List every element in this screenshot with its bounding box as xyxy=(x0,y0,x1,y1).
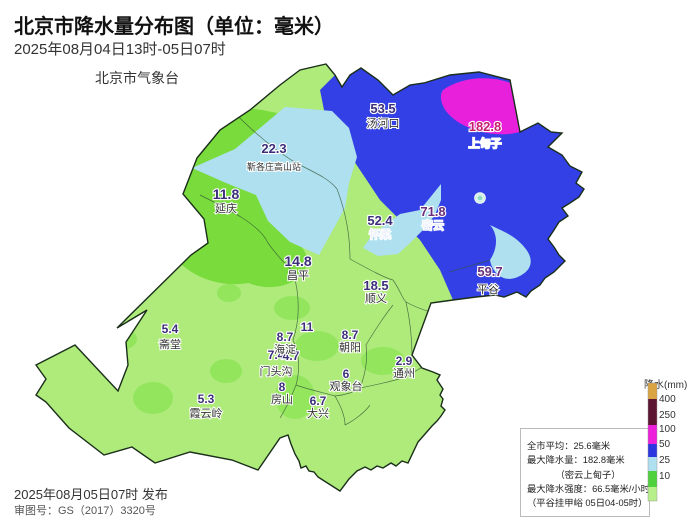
svg-text:25: 25 xyxy=(659,455,671,466)
svg-text:100: 100 xyxy=(659,424,676,435)
svg-text:8.7: 8.7 xyxy=(342,328,359,342)
svg-text:5.4: 5.4 xyxy=(162,322,179,336)
svg-text:顺义: 顺义 xyxy=(365,292,387,305)
svg-text:上甸子: 上甸子 xyxy=(469,137,502,150)
svg-text:14.8: 14.8 xyxy=(284,253,311,269)
svg-text:18.5: 18.5 xyxy=(363,278,388,293)
svg-text:海淀: 海淀 xyxy=(274,342,296,356)
svg-text:观象台: 观象台 xyxy=(330,379,363,393)
svg-text:密云: 密云 xyxy=(422,218,444,232)
svg-text:霞云岭: 霞云岭 xyxy=(190,406,223,420)
svg-text:延庆: 延庆 xyxy=(215,201,237,215)
svg-text:11.8: 11.8 xyxy=(213,186,240,202)
svg-text:400: 400 xyxy=(659,394,676,405)
svg-text:182.8: 182.8 xyxy=(469,119,502,134)
svg-text:52.4: 52.4 xyxy=(367,213,393,228)
svg-text:5.3: 5.3 xyxy=(198,392,215,406)
svg-text:平谷: 平谷 xyxy=(477,283,499,296)
svg-text:59.7: 59.7 xyxy=(477,264,502,279)
svg-text:大兴: 大兴 xyxy=(307,406,329,420)
svg-text:6: 6 xyxy=(343,367,350,381)
svg-text:71.8: 71.8 xyxy=(420,204,445,219)
svg-text:汤河口: 汤河口 xyxy=(367,116,400,130)
svg-text:10: 10 xyxy=(659,471,671,482)
svg-text:250: 250 xyxy=(659,410,676,421)
svg-text:50: 50 xyxy=(659,439,671,450)
svg-text:53.5: 53.5 xyxy=(370,101,395,116)
svg-text:8: 8 xyxy=(279,380,286,394)
svg-text:11: 11 xyxy=(301,320,314,334)
svg-text:通州: 通州 xyxy=(393,367,415,380)
svg-text:6.7: 6.7 xyxy=(310,394,327,408)
svg-text:昌平: 昌平 xyxy=(287,269,309,282)
svg-text:斋堂: 斋堂 xyxy=(159,337,181,351)
svg-text:门头沟: 门头沟 xyxy=(260,364,293,378)
svg-text:8.7: 8.7 xyxy=(277,330,294,344)
svg-text:怀柔: 怀柔 xyxy=(369,228,391,241)
svg-text:靳各庄高山站: 靳各庄高山站 xyxy=(247,161,301,172)
svg-text:房山: 房山 xyxy=(271,393,293,406)
svg-text:朝阳: 朝阳 xyxy=(339,341,361,354)
svg-text:2.9: 2.9 xyxy=(396,354,413,368)
svg-text:22.3: 22.3 xyxy=(261,141,286,156)
